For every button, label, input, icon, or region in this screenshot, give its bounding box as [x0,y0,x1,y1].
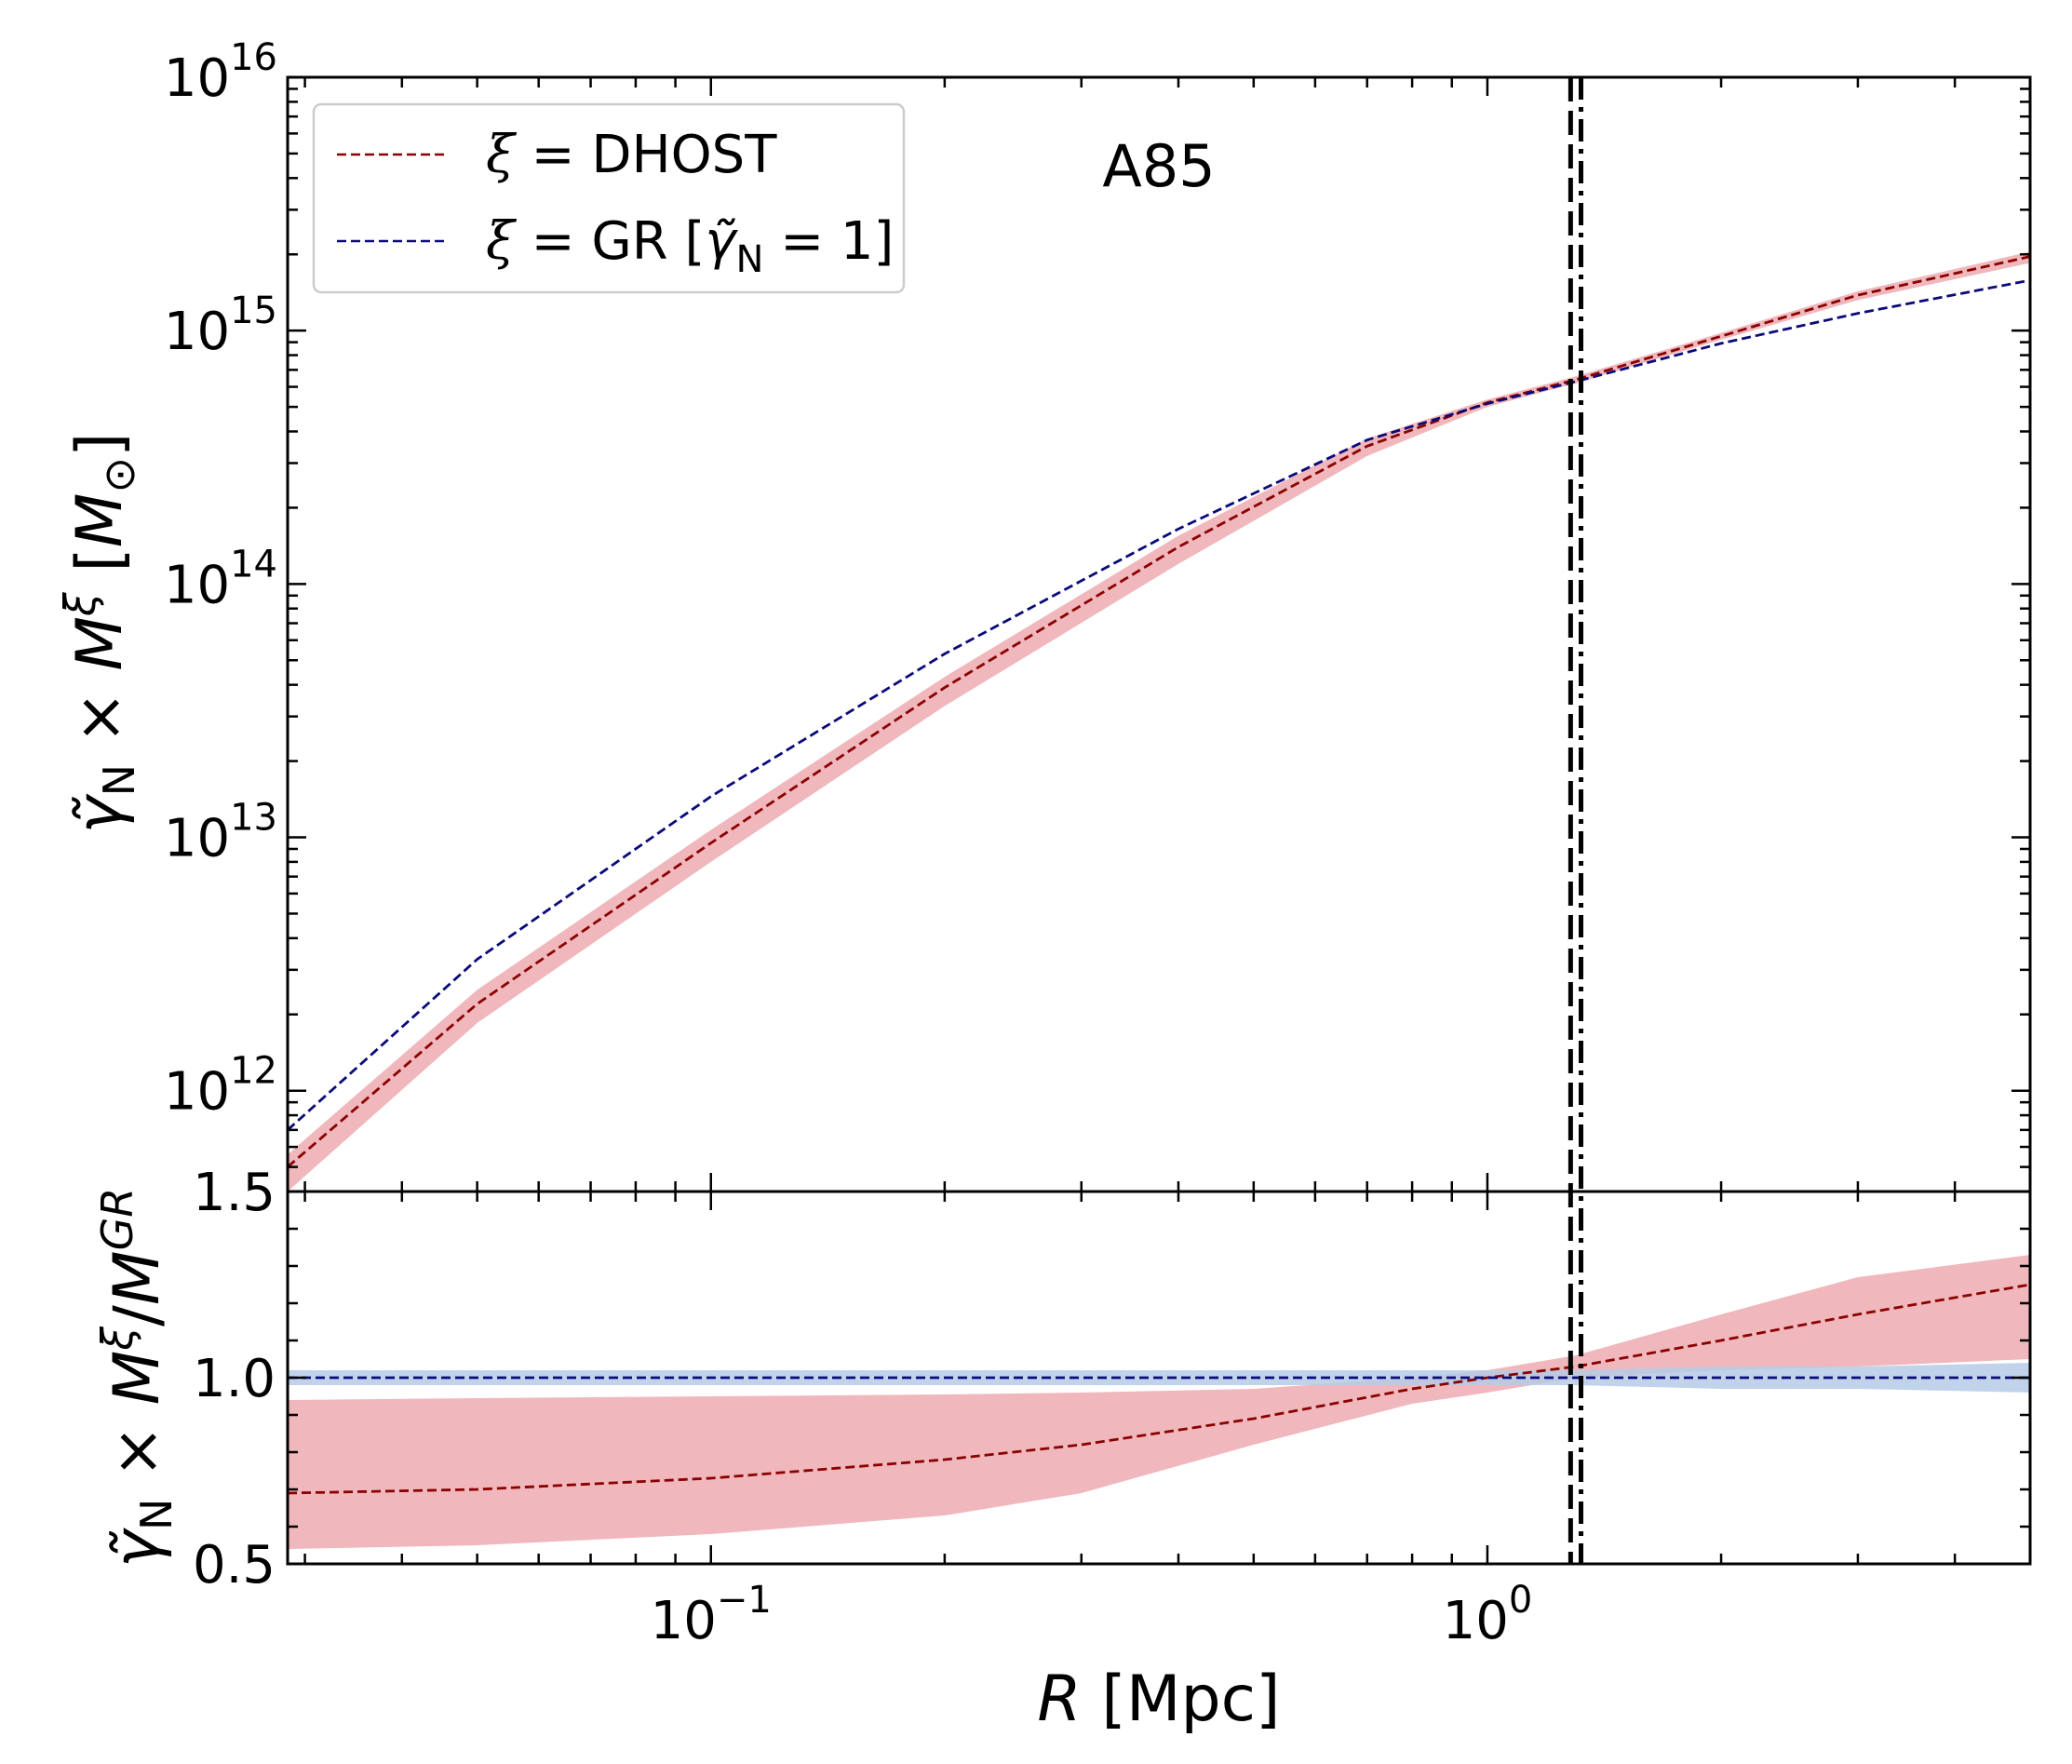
top-panel-bands [288,251,2030,1192]
legend: ξ = DHOST ξ = GR [γ̃N = 1] [312,102,906,294]
bottom-panel-frame [286,1190,2032,1566]
legend-label-dhost: ξ = DHOST [486,125,777,185]
legend-label-gr: ξ = GR [γ̃N = 1] [486,211,894,281]
top-y-tick-label: 1012 [164,1050,277,1123]
bottom-y-tick-label: 1.5 [193,1163,276,1223]
bottom-y-tick-label: 0.5 [193,1535,276,1596]
top-y-tick-label: 1014 [164,543,277,615]
x-axis-label: R [Mpc] [1037,1663,1280,1736]
vertical-reference-lines [1567,77,1584,1564]
top-y-tick-label: 1013 [164,797,277,869]
bottom-y-tick-label: 1.0 [193,1349,276,1409]
bottom-y-axis-label: γ̃N × Mξ/MGR [92,1188,182,1568]
legend-box [312,102,906,294]
top-band-dhost [288,251,2030,1192]
top-y-tick-label: 1015 [164,290,277,362]
top-series-line-gr [288,278,2030,1131]
bottom-panel-bands [288,1255,2030,1549]
top-series-line-dhost [288,255,2030,1168]
x-tick-label: 100 [1443,1579,1533,1651]
top-y-axis-label: γ̃N × Mξ [M⊙] [55,432,144,833]
top-y-tick-label: 1016 [164,36,277,109]
bottom-series-line-dhost [288,1283,2030,1495]
tick-labels: 10−1 100 1012 1013 1014 1015 1016 0.5 1.0 1.5 [164,36,1532,1651]
axis-ticks [288,75,2032,1566]
panel-title: A85 [1102,132,1215,200]
bottom-band-dhost [288,1255,2030,1549]
top-panel-lines [288,255,2030,1168]
x-tick-label: 10−1 [651,1579,772,1651]
bottom-panel-lines [288,1283,2030,1495]
